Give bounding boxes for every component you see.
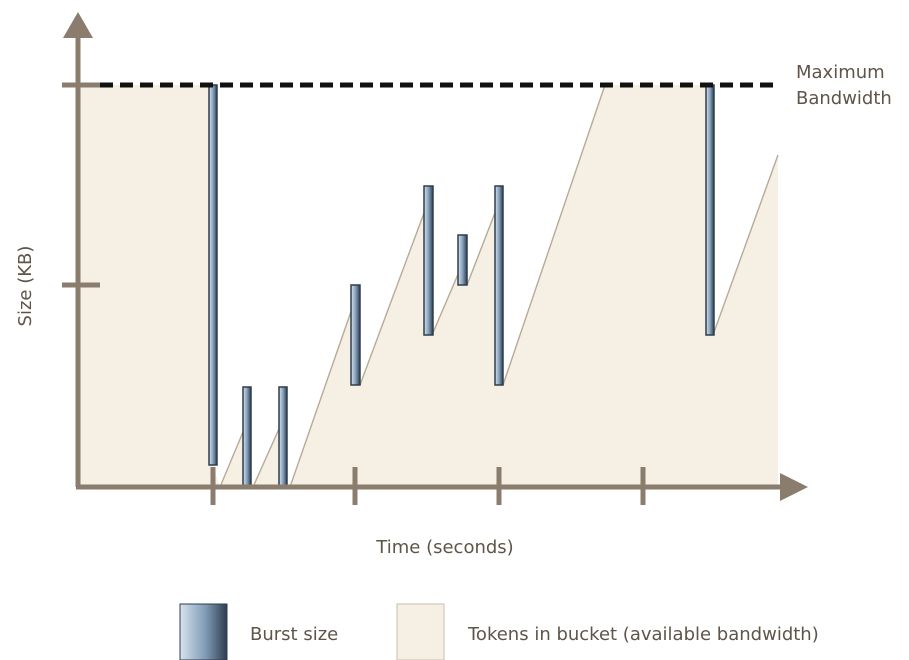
burst-bar (350, 284, 361, 386)
refill-line (289, 299, 356, 488)
burst-bar (242, 386, 252, 488)
refill-line (502, 84, 606, 386)
x-axis (76, 467, 808, 505)
y-axis-label: Size (KB) (15, 246, 36, 327)
refill-line (359, 204, 428, 386)
legend-burst-label: Burst size (250, 624, 338, 645)
burst-bar (423, 185, 434, 336)
x-axis-label: Time (seconds) (375, 537, 513, 558)
burst-bars (208, 84, 715, 488)
refill-line (466, 204, 499, 286)
burst-size-swatch (179, 603, 228, 660)
refill-line (712, 154, 779, 336)
burst-bar (278, 386, 288, 488)
legend-tokens-label: Tokens in bucket (available bandwidth) (467, 624, 819, 645)
tokens-region (78, 85, 778, 487)
maximum-bandwidth-label: Bandwidth (796, 88, 892, 109)
x-axis-arrow-icon (780, 473, 808, 501)
tokens-swatch (396, 603, 445, 660)
burst-bar (208, 84, 218, 466)
refill-lines (219, 84, 779, 488)
refill-line (431, 264, 463, 336)
burst-bar (705, 84, 715, 336)
y-axis (62, 12, 100, 487)
burst-bar (457, 234, 468, 286)
y-axis-arrow-icon (63, 12, 93, 38)
maximum-bandwidth-label: Maximum (796, 62, 885, 83)
burst-bar (494, 185, 504, 386)
refill-line (252, 419, 284, 488)
legend: Burst size Tokens in bucket (available b… (179, 603, 819, 660)
